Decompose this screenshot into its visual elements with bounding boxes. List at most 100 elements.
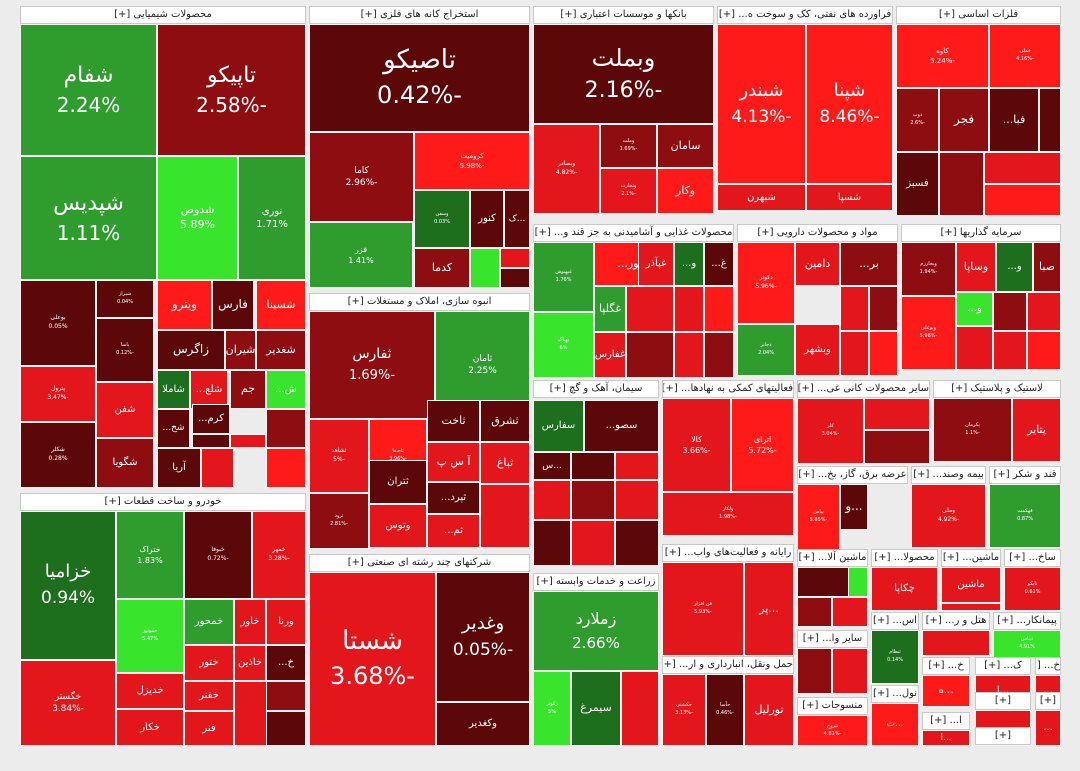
stock-tile[interactable]: دجابر 2.04% bbox=[737, 324, 795, 376]
sector-header[interactable]: خودرو و ساخت قطعات [+] bbox=[20, 493, 306, 511]
stock-tile[interactable]: خاور bbox=[234, 599, 266, 645]
stock-tile[interactable]: شخ... bbox=[157, 409, 190, 448]
sector-header[interactable]: [+] bbox=[975, 727, 1031, 745]
stock-tile[interactable]: ولکار -1.98% bbox=[662, 492, 794, 536]
stock-tile[interactable]: فملی -4.16% bbox=[989, 24, 1061, 88]
stock-tile[interactable]: سفارس bbox=[533, 400, 584, 452]
stock-tile[interactable]: فسبز bbox=[896, 152, 939, 216]
stock-tile[interactable]: ...ا bbox=[922, 730, 970, 746]
stock-tile[interactable]: خگستر -3.84% bbox=[20, 660, 116, 746]
stock-tile[interactable]: شغدیر bbox=[256, 330, 306, 370]
stock-tile[interactable]: کاوه -5.24% bbox=[896, 24, 989, 88]
stock-tile[interactable]: کاما -2.96% bbox=[309, 132, 414, 222]
stock-tile[interactable]: وسفن 0.03% bbox=[414, 190, 470, 248]
sector-header[interactable]: ا... [+] bbox=[922, 712, 970, 730]
stock-tile[interactable]: خبوفا -0.72% bbox=[184, 511, 252, 599]
stock-tile[interactable]: پاسا -0.12% bbox=[96, 318, 154, 382]
stock-tile[interactable]: شپنا -8.46% bbox=[806, 24, 893, 184]
sector-header[interactable]: محصولات غذایی و آشامیدنی به جز قند و... … bbox=[533, 224, 734, 242]
stock-tile[interactable]: خ... bbox=[266, 645, 306, 681]
stock-tile[interactable]: ثتران bbox=[369, 460, 427, 504]
stock-tile[interactable]: ثشاهد -5% bbox=[309, 419, 369, 493]
stock-tile[interactable]: کرومیت -5.98% bbox=[414, 132, 530, 190]
sector-header[interactable]: خ... [+] bbox=[922, 657, 970, 675]
stock-tile[interactable]: ...ه bbox=[922, 675, 970, 707]
stock-tile[interactable]: شدوص 5.89% bbox=[157, 156, 238, 280]
stock-tile[interactable]: فزر 1.41% bbox=[309, 222, 413, 288]
stock-tile[interactable]: خکار bbox=[116, 709, 184, 746]
stock-tile[interactable]: غفارس bbox=[594, 332, 626, 378]
stock-tile[interactable]: وملی -4.92% bbox=[911, 484, 986, 548]
stock-tile[interactable]: وملت -1.69% bbox=[600, 124, 657, 168]
stock-tile[interactable]: ختراک 1.83% bbox=[116, 511, 184, 599]
sector-header[interactable]: سرمایه گذاریها [+] bbox=[901, 224, 1061, 242]
stock-tile[interactable]: قهکمت 0.87% bbox=[989, 484, 1061, 548]
stock-tile[interactable]: شبهرن bbox=[717, 184, 806, 211]
stock-tile[interactable]: شبندر -4.13% bbox=[717, 24, 806, 184]
stock-tile[interactable]: خزامیا 0.94% bbox=[20, 511, 116, 660]
stock-tile[interactable]: ثفارس -1.69% bbox=[309, 311, 435, 419]
sector-header[interactable]: انبوه سازی، املاک و مستغلات [+] bbox=[309, 293, 530, 311]
stock-tile[interactable]: ...و bbox=[840, 484, 868, 530]
stock-tile[interactable]: فن افزار -5.93% bbox=[662, 562, 744, 656]
sector-header[interactable]: ماشین آلا... [+] bbox=[797, 549, 868, 567]
stock-tile[interactable]: پکرمان -1.1% bbox=[933, 398, 1012, 462]
stock-tile[interactable]: ثبناس 4.91% bbox=[993, 630, 1061, 658]
stock-tile[interactable]: آریا bbox=[157, 448, 201, 488]
stock-tile[interactable]: و... bbox=[956, 292, 993, 326]
stock-tile[interactable]: تورلیل bbox=[744, 674, 794, 746]
stock-tile[interactable]: بهپاک 6% bbox=[533, 312, 594, 378]
stock-tile[interactable]: خاذین bbox=[234, 645, 266, 681]
stock-tile[interactable]: ش... bbox=[266, 370, 306, 409]
sector-header[interactable]: بیمه وصند... [+] bbox=[911, 466, 986, 484]
stock-tile[interactable]: تاپیکو -2.58% bbox=[157, 24, 306, 156]
sector-header[interactable]: عرضه برق، گاز، بخ... [+] bbox=[797, 466, 908, 484]
stock-tile[interactable]: فارس bbox=[212, 280, 254, 330]
stock-tile[interactable]: بپاس -5.85% bbox=[797, 484, 840, 550]
stock-tile[interactable]: وغدیر -0.05% bbox=[436, 572, 530, 702]
stock-tile[interactable]: شفام 2.24% bbox=[20, 24, 157, 156]
sector-header[interactable]: [+] bbox=[1035, 692, 1061, 710]
stock-tile[interactable]: ثنظام 0.14% bbox=[871, 630, 919, 684]
stock-tile[interactable]: غ... bbox=[704, 242, 734, 286]
stock-tile[interactable]: وکار bbox=[657, 168, 714, 214]
sector-header[interactable]: بانکها و موسسات اعتباری [+] bbox=[533, 6, 714, 24]
stock-tile[interactable]: شستا -3.68% bbox=[309, 572, 436, 746]
stock-tile[interactable]: فبا... bbox=[989, 88, 1039, 152]
sector-header[interactable]: زراعت و خدمات وابسته [+] bbox=[533, 573, 659, 591]
stock-tile[interactable]: شسپا bbox=[806, 184, 893, 211]
sector-header[interactable]: مواد و محصولات دارویی [+] bbox=[737, 224, 898, 242]
stock-tile[interactable]: کنور bbox=[470, 190, 504, 248]
stock-tile[interactable]: تاصیکو -0.42% bbox=[309, 24, 530, 132]
sector-header[interactable]: هتل و ر... [+] bbox=[922, 612, 990, 630]
stock-tile[interactable]: وکغدیر bbox=[436, 702, 530, 746]
sector-header[interactable]: محصولا... [+] bbox=[871, 549, 938, 567]
stock-tile[interactable]: زاگرس bbox=[157, 330, 225, 370]
stock-tile[interactable]: حکشتی -3.13% bbox=[662, 674, 706, 746]
stock-tile[interactable]: کدما bbox=[414, 248, 470, 288]
stock-tile[interactable]: ...ک bbox=[504, 190, 530, 248]
stock-tile[interactable]: نبروج -4.81% bbox=[797, 715, 868, 746]
stock-tile[interactable]: ثپرد... bbox=[427, 482, 480, 514]
stock-tile[interactable]: شگویا bbox=[96, 438, 154, 488]
stock-tile[interactable]: زملارد 2.66% bbox=[533, 591, 659, 671]
sector-header[interactable]: [+] bbox=[975, 692, 1031, 710]
stock-tile[interactable]: ثشرق bbox=[480, 400, 530, 442]
sector-header[interactable]: پیمانکار... [+] bbox=[993, 612, 1061, 630]
stock-tile[interactable]: بوعلی 0.05% bbox=[20, 280, 96, 366]
stock-tile[interactable]: آ س پ bbox=[427, 442, 480, 482]
sector-header[interactable]: فعالیتهای کمکی به نهادها... [+] bbox=[662, 380, 794, 398]
stock-tile[interactable]: ذوب -2.6% bbox=[896, 88, 939, 152]
stock-tile[interactable]: دکوثر -5.96% bbox=[737, 242, 795, 324]
stock-tile[interactable]: کالا -3.66% bbox=[662, 398, 731, 492]
stock-tile[interactable]: جم bbox=[230, 370, 266, 409]
stock-tile[interactable]: غپآذر bbox=[638, 242, 674, 286]
stock-tile[interactable]: ثرود -2.81% bbox=[309, 493, 369, 549]
stock-tile[interactable]: وبوعلی -5.98% bbox=[901, 296, 956, 370]
stock-tile[interactable]: و... bbox=[996, 242, 1033, 292]
stock-tile[interactable]: حآسا -0.46% bbox=[706, 674, 744, 746]
stock-tile[interactable]: چکاپا bbox=[871, 567, 938, 611]
stock-tile[interactable]: ثم... bbox=[427, 514, 480, 548]
stock-tile[interactable]: ورنا bbox=[266, 599, 306, 645]
sector-header[interactable]: ک... [+] bbox=[975, 657, 1031, 675]
